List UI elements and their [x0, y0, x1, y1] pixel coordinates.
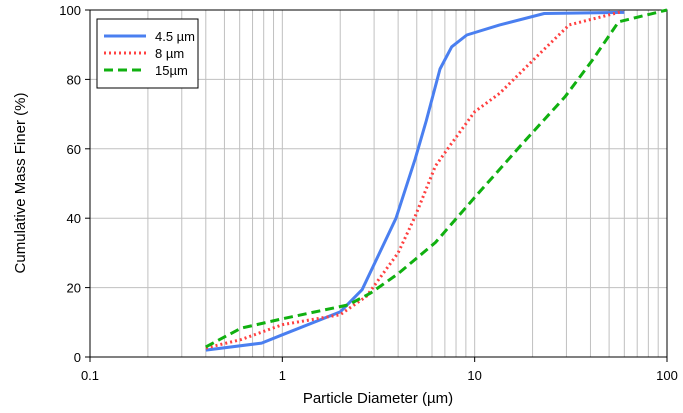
- y-tick-label: 80: [67, 72, 81, 87]
- series-lines: [205, 8, 668, 352]
- axis-ticks: 0 20 40 60 80 100 0.1 1 10 100: [59, 3, 678, 383]
- legend-label-0: 4.5 µm: [155, 29, 195, 44]
- y-tick-label: 40: [67, 211, 81, 226]
- y-tick-label: 100: [59, 3, 81, 18]
- legend-label-2: 15µm: [155, 63, 188, 78]
- legend: 4.5 µm 8 µm 15µm: [96, 18, 199, 89]
- y-tick-label: 0: [74, 350, 81, 365]
- y-tick-label: 60: [67, 142, 81, 157]
- y-axis-label: Cumulative Mass Finer (%): [12, 93, 29, 274]
- legend-box: [96, 18, 199, 89]
- series-line-2: [205, 8, 668, 349]
- grid: [90, 10, 667, 357]
- plot-area: [89, 9, 668, 358]
- y-tick-label: 20: [67, 281, 81, 296]
- x-tick-label: 0.1: [81, 368, 99, 383]
- legend-label-1: 8 µm: [155, 46, 184, 61]
- series-line-0: [205, 10, 625, 352]
- x-tick-label: 1: [279, 368, 286, 383]
- x-tick-label: 100: [656, 368, 678, 383]
- x-tick-label: 10: [467, 368, 481, 383]
- x-axis-label: Particle Diameter (µm): [303, 390, 453, 407]
- series-line-1: [205, 9, 624, 350]
